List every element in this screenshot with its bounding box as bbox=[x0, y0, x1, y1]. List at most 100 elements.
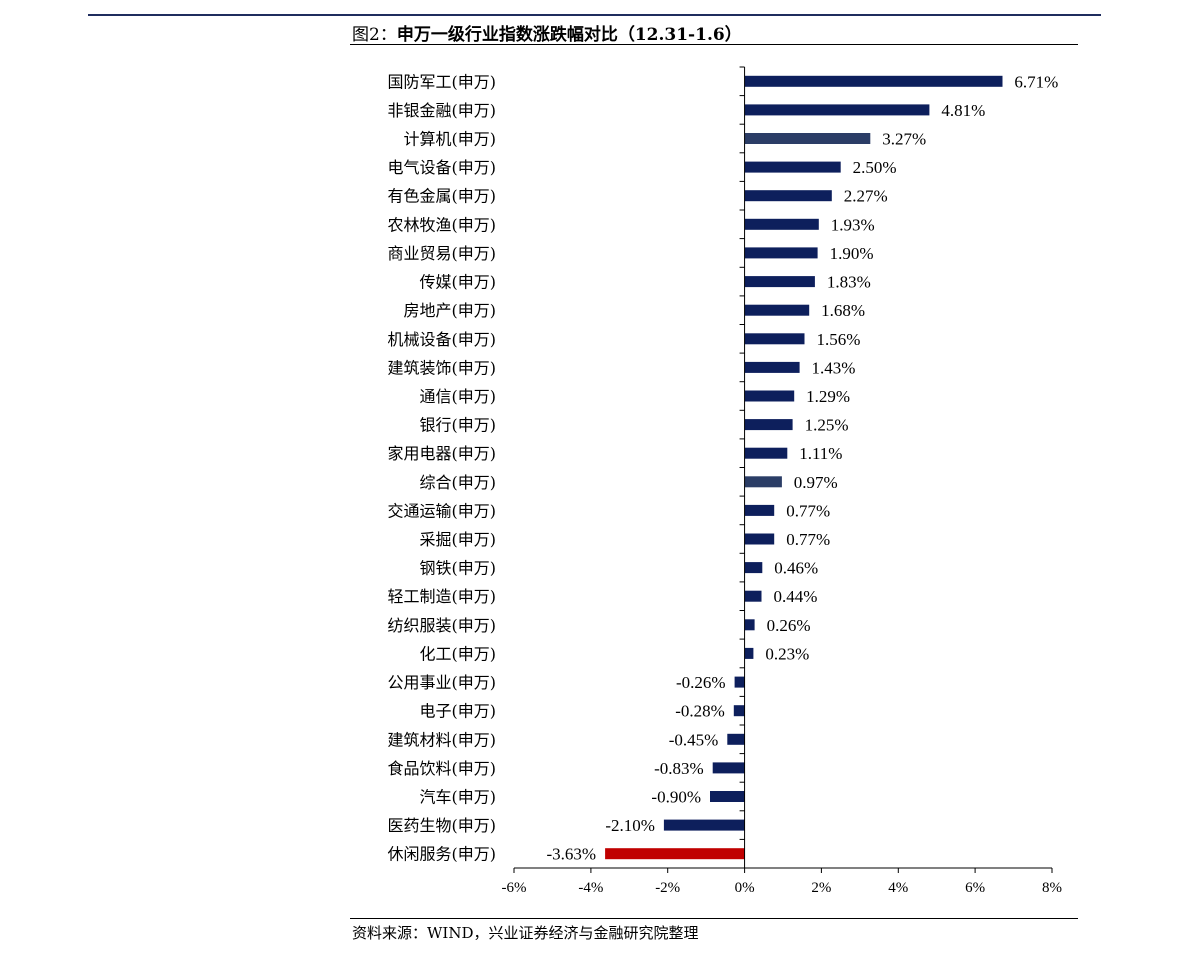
labels-layer: 国防军工(申万) 6.71% 非银金融(申万) 4.81% 计算机(申万) 3.27% 电气… bbox=[388, 72, 1059, 863]
bar bbox=[744, 218, 819, 230]
bar bbox=[744, 361, 800, 373]
bar bbox=[744, 447, 788, 459]
category-label: 钢铁(申万) bbox=[420, 559, 497, 578]
bar bbox=[733, 705, 745, 717]
data-label: 1.11% bbox=[799, 444, 842, 463]
bar bbox=[744, 533, 775, 545]
bottom-rule bbox=[350, 918, 1078, 919]
category-label: 非银金融(申万) bbox=[388, 101, 497, 120]
data-label: 2.27% bbox=[844, 187, 888, 206]
bar bbox=[710, 791, 745, 802]
title-rule bbox=[350, 44, 1078, 45]
data-label: -0.28% bbox=[675, 702, 725, 721]
category-label: 商业贸易(申万) bbox=[388, 244, 497, 263]
category-label: 医药生物(申万) bbox=[388, 816, 497, 835]
data-label: -0.83% bbox=[654, 759, 704, 778]
category-label: 家用电器(申万) bbox=[388, 444, 497, 463]
category-label: 机械设备(申万) bbox=[388, 330, 497, 349]
x-tick-label: -4% bbox=[578, 880, 603, 896]
x-tick-label: 6% bbox=[965, 880, 985, 896]
category-label: 通信(申万) bbox=[420, 387, 497, 406]
data-label: 0.23% bbox=[765, 644, 809, 663]
bar bbox=[744, 419, 793, 431]
category-label: 化工(申万) bbox=[420, 644, 497, 663]
category-label: 休闲服务(申万) bbox=[388, 845, 497, 864]
category-label: 电气设备(申万) bbox=[388, 158, 497, 177]
category-label: 纺织服装(申万) bbox=[388, 616, 497, 635]
category-label: 国防军工(申万) bbox=[388, 72, 497, 91]
bar bbox=[727, 733, 745, 745]
bar bbox=[744, 304, 810, 316]
data-label: 0.46% bbox=[774, 559, 818, 578]
category-label: 房地产(申万) bbox=[404, 301, 497, 320]
data-label: 1.56% bbox=[817, 330, 861, 349]
bar bbox=[744, 504, 775, 516]
x-tick-label: 0% bbox=[735, 880, 755, 896]
data-label: 0.26% bbox=[767, 616, 811, 635]
bar bbox=[744, 276, 815, 288]
top-rule bbox=[88, 14, 1101, 16]
category-label: 有色金属(申万) bbox=[388, 187, 497, 206]
figure-title-text: 申万一级行业指数涨跌幅对比（12.31-1.6） bbox=[396, 25, 742, 45]
category-label: 食品饮料(申万) bbox=[388, 759, 497, 778]
category-label: 电子(申万) bbox=[420, 702, 497, 721]
category-label: 农林牧渔(申万) bbox=[388, 215, 497, 234]
data-label: 1.93% bbox=[831, 215, 875, 234]
source-note: 资料来源：WIND，兴业证券经济与金融研究院整理 bbox=[352, 924, 699, 942]
x-tick-label: -2% bbox=[655, 880, 680, 896]
data-label: 4.81% bbox=[941, 101, 985, 120]
data-label: 0.77% bbox=[786, 501, 830, 520]
category-label: 采掘(申万) bbox=[420, 530, 497, 549]
bar bbox=[744, 333, 805, 345]
category-label: 传媒(申万) bbox=[420, 273, 497, 292]
data-label: -0.90% bbox=[651, 788, 701, 807]
data-label: -0.45% bbox=[669, 730, 719, 749]
data-label: 0.97% bbox=[794, 473, 838, 492]
bar bbox=[744, 104, 930, 116]
data-label: -0.26% bbox=[676, 673, 726, 692]
category-label: 建筑装饰(申万) bbox=[388, 358, 497, 377]
data-label: 6.71% bbox=[1014, 72, 1058, 91]
bar bbox=[744, 647, 754, 659]
bar bbox=[605, 848, 745, 860]
data-label: 1.68% bbox=[821, 301, 865, 320]
bar bbox=[744, 590, 762, 602]
data-label: 1.29% bbox=[806, 387, 850, 406]
data-label: 1.90% bbox=[830, 244, 874, 263]
bar bbox=[712, 762, 745, 774]
bar bbox=[744, 133, 871, 144]
data-label: -3.63% bbox=[547, 845, 597, 864]
bar bbox=[744, 190, 832, 202]
category-label: 汽车(申万) bbox=[420, 788, 497, 807]
axis-layer: -6% -4% -2% 0% 2% 4% 6% 8% bbox=[502, 66, 1062, 896]
x-tick-label: -6% bbox=[502, 880, 527, 896]
data-label: 2.50% bbox=[853, 158, 897, 177]
bar bbox=[744, 562, 763, 574]
figure-number: 图2： bbox=[352, 25, 397, 45]
bars-layer bbox=[605, 75, 1003, 860]
bar bbox=[744, 247, 818, 259]
bar bbox=[663, 819, 745, 831]
data-label: -2.10% bbox=[605, 816, 655, 835]
bar bbox=[744, 390, 795, 402]
bar bbox=[744, 476, 782, 488]
x-tick-label: 8% bbox=[1042, 880, 1062, 896]
x-tick-label: 4% bbox=[888, 880, 908, 896]
data-label: 1.43% bbox=[812, 358, 856, 377]
category-label: 轻工制造(申万) bbox=[388, 587, 497, 606]
category-label: 公用事业(申万) bbox=[388, 673, 497, 692]
bar bbox=[744, 75, 1003, 87]
category-label: 银行(申万) bbox=[420, 416, 497, 435]
category-label: 交通运输(申万) bbox=[388, 501, 497, 520]
category-label: 综合(申万) bbox=[420, 473, 497, 492]
data-label: 3.27% bbox=[882, 130, 926, 149]
data-label: 1.83% bbox=[827, 273, 871, 292]
figure-title: 图2：申万一级行业指数涨跌幅对比（12.31-1.6） bbox=[352, 20, 742, 45]
bar bbox=[744, 619, 755, 631]
x-tick-label: 2% bbox=[811, 880, 831, 896]
data-label: 0.44% bbox=[774, 587, 818, 606]
bar bbox=[744, 161, 841, 173]
category-label: 计算机(申万) bbox=[404, 130, 497, 149]
bar bbox=[734, 676, 745, 688]
